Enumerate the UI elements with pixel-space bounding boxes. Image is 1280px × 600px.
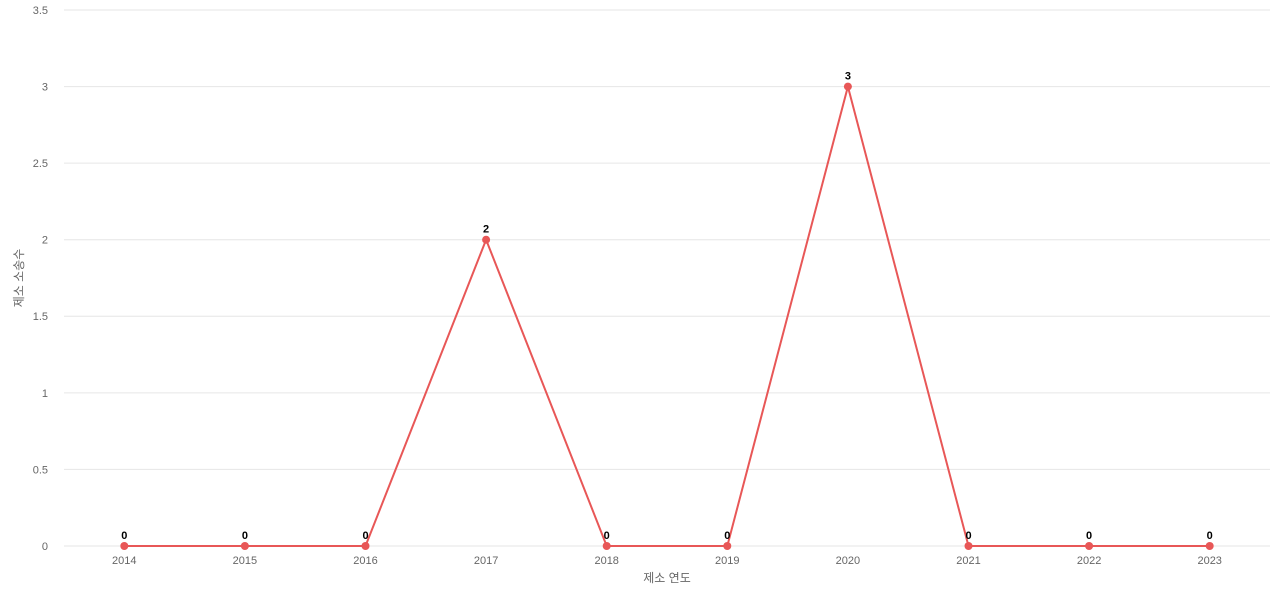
y-axis-title: 제소 소송수 (12, 249, 26, 308)
x-tick-label: 2018 (594, 555, 618, 567)
data-label: 0 (1207, 530, 1213, 542)
data-label: 0 (121, 530, 127, 542)
y-tick-label: 1.5 (33, 311, 48, 323)
y-tick-label: 3.5 (33, 5, 48, 17)
y-tick-label: 2 (42, 235, 48, 247)
point (1205, 542, 1214, 550)
point (1085, 542, 1094, 550)
data-label: 0 (604, 530, 610, 542)
point (723, 542, 732, 550)
point (361, 542, 370, 550)
y-tick-label: 0.5 (33, 464, 48, 476)
x-tick-label: 2023 (1197, 555, 1221, 567)
point (482, 235, 491, 244)
x-tick-label: 2015 (233, 555, 257, 567)
x-tick-label: 2021 (956, 555, 980, 567)
x-tick-label: 2019 (715, 555, 739, 567)
y-tick-label: 0 (42, 541, 48, 553)
data-label: 2 (483, 224, 489, 236)
x-axis-title: 제소 연도 (643, 571, 691, 585)
x-tick-label: 2016 (353, 555, 377, 567)
data-label: 3 (845, 70, 851, 82)
data-label: 0 (724, 530, 730, 542)
x-tick-label: 2022 (1077, 555, 1101, 567)
y-tick-label: 2.5 (33, 158, 48, 170)
data-label: 0 (362, 530, 368, 542)
data-label: 0 (965, 530, 971, 542)
line (124, 82, 1210, 547)
data-label: 0 (1086, 530, 1092, 542)
x-tick-label: 2014 (112, 555, 136, 567)
point (843, 82, 852, 91)
x-tick-label: 2020 (836, 555, 860, 567)
point (964, 542, 973, 550)
point (602, 542, 611, 550)
data-label: 0 (242, 530, 248, 542)
x-tick-label: 2017 (474, 555, 498, 567)
y-tick-label: 3 (42, 81, 48, 93)
point (120, 542, 129, 550)
point (240, 542, 249, 550)
y-tick-label: 1 (42, 388, 48, 400)
